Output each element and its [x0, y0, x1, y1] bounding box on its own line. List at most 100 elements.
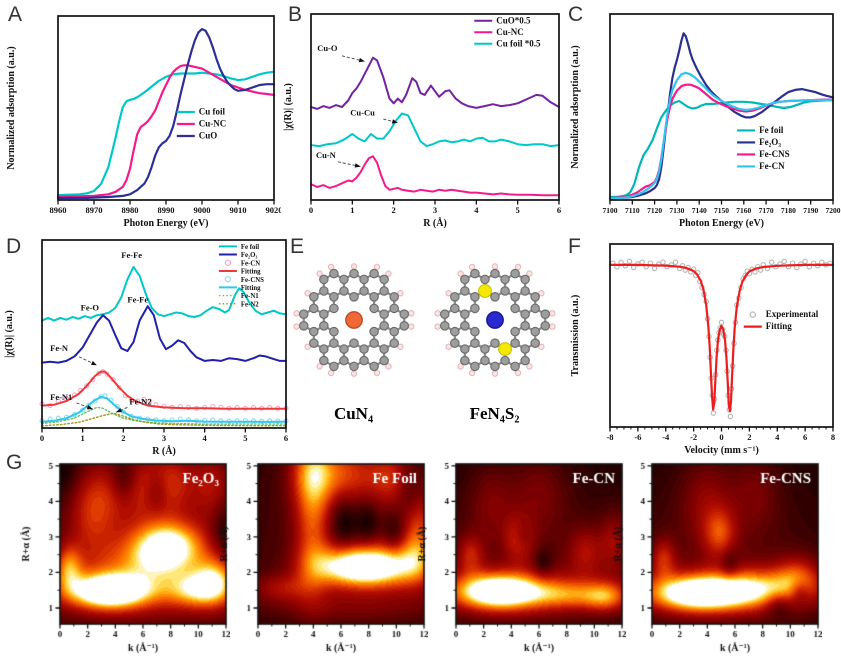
svg-text:-6: -6 — [634, 432, 641, 442]
svg-text:Cu-N: Cu-N — [316, 150, 337, 160]
svg-text:Fitting: Fitting — [766, 321, 792, 331]
svg-text:-4: -4 — [662, 432, 670, 442]
svg-text:8: 8 — [831, 432, 835, 442]
svg-text:9010: 9010 — [230, 205, 247, 215]
svg-text:5: 5 — [243, 433, 247, 443]
svg-text:Fe₂O₃: Fe₂O₃ — [759, 137, 781, 147]
svg-text:Cu-NC: Cu-NC — [496, 27, 524, 37]
svg-text:7190: 7190 — [803, 206, 818, 215]
svg-text:Fitting: Fitting — [241, 269, 261, 276]
svg-text:0: 0 — [719, 432, 723, 442]
svg-text:6: 6 — [803, 432, 807, 442]
svg-text:Cu-NC: Cu-NC — [199, 119, 227, 129]
svg-text:Fe-N1: Fe-N1 — [50, 392, 72, 402]
svg-text:Fe-N1: Fe-N1 — [241, 293, 259, 300]
svg-text:CuO: CuO — [199, 131, 218, 141]
svg-text:Fe-Fe: Fe-Fe — [121, 250, 142, 260]
xanes-fe-chart: 7100 7110 7120 7130 7140 7150 7160 7170 7180 7190… — [570, 13, 841, 229]
cun4-label: CuN₄ — [333, 404, 374, 423]
svg-text:Fe foil: Fe foil — [241, 244, 259, 251]
svg-text:Fe-CN: Fe-CN — [241, 260, 260, 267]
svg-text:Fe-N2: Fe-N2 — [129, 397, 151, 407]
svg-text:Normalized adsorption (a.u.): Normalized adsorption (a.u.) — [570, 45, 581, 168]
svg-text:8970: 8970 — [86, 205, 103, 215]
svg-text:4: 4 — [474, 205, 479, 215]
fen4s2-structure — [433, 263, 556, 377]
svg-text:Fe-Fe: Fe-Fe — [127, 295, 148, 305]
panel-c-label: C — [568, 3, 584, 26]
svg-text:Normalized adsorption (a.u.): Normalized adsorption (a.u.) — [6, 46, 17, 169]
panel-e-structures: CuN₄ FeN₄S₂ — [283, 238, 565, 434]
svg-text:-2: -2 — [690, 432, 697, 442]
svg-text:Experimental: Experimental — [766, 309, 819, 319]
svg-text:4: 4 — [775, 432, 780, 442]
svg-text:1: 1 — [350, 205, 354, 215]
svg-text:3: 3 — [433, 205, 437, 215]
svg-text:-8: -8 — [606, 432, 613, 442]
svg-text:Fe-CNS: Fe-CNS — [241, 277, 264, 284]
cun4-block: CuN₄ — [283, 238, 424, 434]
wavelet-fe2o3-heatmap — [18, 444, 230, 656]
svg-text:2: 2 — [747, 432, 751, 442]
svg-text:Fe-O: Fe-O — [81, 303, 100, 313]
panel-e-label: E — [290, 235, 305, 258]
svg-text:Fe-N2: Fe-N2 — [241, 301, 259, 308]
svg-text:Fe-N: Fe-N — [50, 343, 69, 353]
svg-text:Cu foil *0.5: Cu foil *0.5 — [496, 38, 541, 48]
svg-text:Cu-O: Cu-O — [317, 43, 338, 53]
svg-text:7130: 7130 — [669, 206, 684, 215]
svg-text:0: 0 — [40, 433, 44, 443]
svg-text:8960: 8960 — [50, 205, 67, 215]
svg-text:Cu-Cu: Cu-Cu — [350, 107, 375, 117]
svg-text:9000: 9000 — [194, 205, 211, 215]
svg-text:7170: 7170 — [759, 206, 774, 215]
panel-d-label: D — [6, 235, 22, 258]
svg-text:7200: 7200 — [826, 206, 841, 215]
svg-text:2: 2 — [121, 433, 125, 443]
svg-text:1: 1 — [81, 433, 85, 443]
svg-text:4: 4 — [203, 433, 208, 443]
panel-a-label: A — [8, 3, 23, 26]
svg-text:Photon Energy (eV): Photon Energy (eV) — [124, 218, 209, 229]
svg-text:R (Å): R (Å) — [423, 217, 447, 229]
svg-text:7110: 7110 — [625, 206, 640, 215]
wavelet-fecns-heatmap — [610, 444, 822, 656]
svg-text:Fe-CN: Fe-CN — [759, 161, 785, 171]
svg-text:2: 2 — [392, 205, 396, 215]
svg-text:Fe foil: Fe foil — [759, 125, 784, 135]
svg-text:Photon Energy (eV): Photon Energy (eV) — [679, 218, 764, 229]
svg-text:Transmission (a.u.): Transmission (a.u.) — [570, 295, 581, 377]
panel-b-label: B — [288, 3, 303, 26]
svg-text:Fe-CNS: Fe-CNS — [759, 149, 790, 159]
svg-text:3: 3 — [162, 433, 166, 443]
wavelet-fecn-heatmap — [414, 444, 626, 656]
panel-f-label: F — [568, 235, 581, 258]
svg-text:0: 0 — [309, 205, 313, 215]
svg-text:6: 6 — [284, 433, 288, 443]
svg-text:8980: 8980 — [122, 205, 139, 215]
svg-text:CuO*0.5: CuO*0.5 — [496, 15, 531, 25]
svg-text:9020: 9020 — [266, 205, 282, 215]
xanes-cu-chart: 8960 8970 8980 8990 9000 9010 9020 Photon Energ… — [6, 15, 282, 229]
svg-text:5: 5 — [516, 205, 520, 215]
svg-text:8990: 8990 — [158, 205, 175, 215]
svg-text:7120: 7120 — [647, 206, 662, 215]
svg-text:7160: 7160 — [736, 206, 751, 215]
svg-text:Fitting: Fitting — [241, 285, 261, 292]
svg-text:7180: 7180 — [781, 206, 796, 215]
svg-text:Cu foil: Cu foil — [199, 107, 226, 117]
svg-text:|χ(R)| (a.u.): |χ(R)| (a.u.) — [4, 310, 15, 358]
svg-text:Fe₂O₃: Fe₂O₃ — [241, 252, 258, 259]
svg-text:6: 6 — [557, 205, 561, 215]
svg-text:7100: 7100 — [603, 206, 618, 215]
fen4s2-label: FeN₄S₂ — [469, 404, 520, 423]
svg-text:7150: 7150 — [714, 206, 729, 215]
cun4-structure — [292, 263, 415, 377]
fen4s2-block: FeN₄S₂ — [424, 238, 565, 434]
wavelet-fefoil-heatmap — [216, 444, 428, 656]
exafs-cu-chart: 0 1 2 3 4 5 6 R (Å) |χ(R)| (a.u.) CuO*0.5 Cu-NCCu … — [283, 13, 561, 229]
mossbauer-chart: -8-6-4-202468Velocity (mm s⁻¹)Transmissi… — [570, 243, 835, 456]
svg-text:|χ(R)| (a.u.): |χ(R)| (a.u.) — [283, 83, 294, 131]
svg-text:7140: 7140 — [692, 206, 707, 215]
